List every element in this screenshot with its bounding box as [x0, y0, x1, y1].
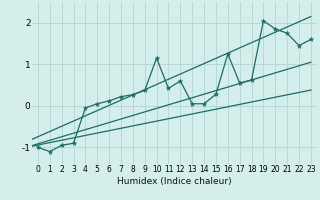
X-axis label: Humidex (Indice chaleur): Humidex (Indice chaleur): [117, 177, 232, 186]
